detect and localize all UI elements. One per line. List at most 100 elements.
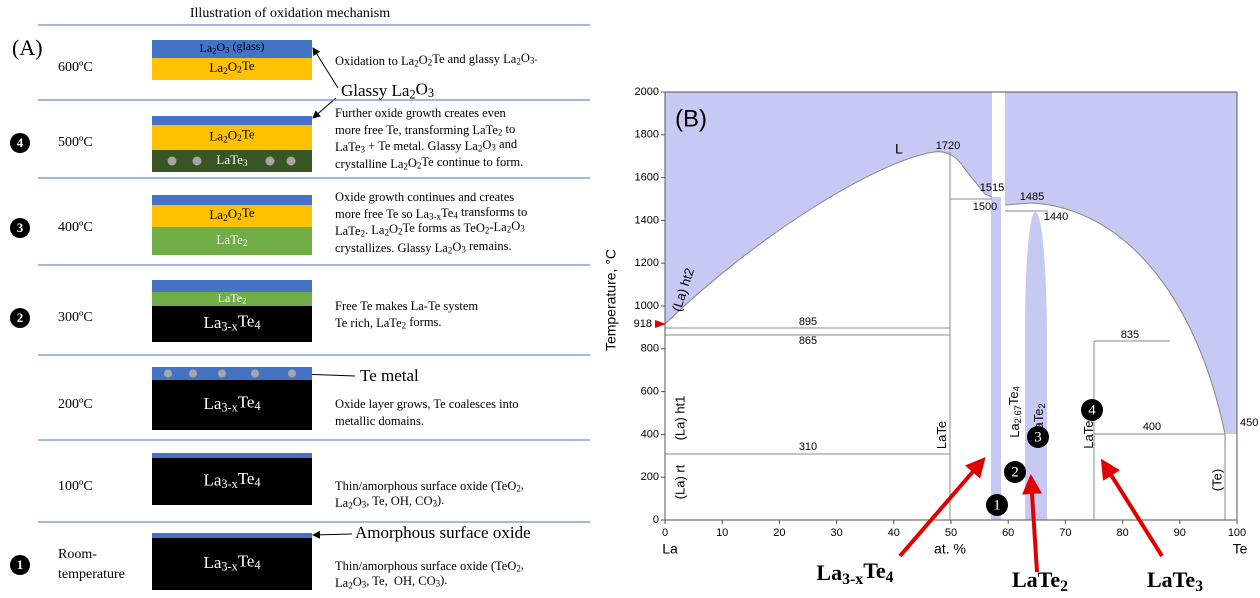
description: Free Te makes La-Te system bbox=[335, 299, 478, 313]
layer-label: La3-xTe4 bbox=[203, 551, 260, 573]
y-tick-label: 2000 bbox=[635, 86, 659, 98]
te-metal-dot bbox=[218, 369, 226, 378]
description: LaTe3 + Te metal. Glassy La2O3 and bbox=[335, 137, 518, 155]
y-tick-label: 1800 bbox=[635, 129, 659, 141]
description: Thin/amorphous surface oxide (TeO2, bbox=[335, 558, 524, 574]
temperature: Room- bbox=[58, 547, 97, 562]
step-badge bbox=[1004, 461, 1026, 483]
callout-arrow bbox=[312, 47, 339, 89]
temperature-label: 1485 bbox=[1020, 191, 1044, 203]
te-metal-dot bbox=[189, 369, 197, 378]
x-end-label: Te bbox=[1233, 541, 1248, 557]
temperature: 400ºC bbox=[58, 220, 93, 235]
callout-arrow bbox=[312, 97, 337, 119]
y-tick-label: 400 bbox=[641, 428, 659, 440]
description: Oxide layer grows, Te coalesces into bbox=[335, 397, 519, 411]
step-badge bbox=[10, 218, 30, 238]
y-tick-label: 200 bbox=[641, 471, 659, 483]
step-number: 2 bbox=[1011, 464, 1019, 480]
te-metal-dot bbox=[265, 156, 275, 166]
description: more free Te, transforming LaTe2 to bbox=[335, 122, 515, 138]
y-tick-label: 1200 bbox=[635, 257, 659, 269]
callout: Amorphous surface oxide bbox=[355, 523, 531, 542]
phase-callout: LaTe3 bbox=[1147, 567, 1203, 594]
temperature-label: 918 bbox=[634, 318, 652, 330]
x-tick-label: 50 bbox=[945, 527, 957, 539]
temperature: 500ºC bbox=[58, 135, 93, 150]
layer bbox=[152, 58, 312, 80]
liquid-region bbox=[665, 92, 992, 324]
callout-arrow bbox=[312, 530, 353, 539]
y-tick-label: 1000 bbox=[635, 300, 659, 312]
temperature: 600ºC bbox=[58, 60, 93, 75]
temperature-label: 895 bbox=[799, 316, 817, 328]
temperature-label: 310 bbox=[799, 441, 817, 453]
y-tick-label: 0 bbox=[653, 514, 659, 526]
description: more free Te so La3-xTe4 transforms to bbox=[335, 205, 527, 222]
step-number: 2 bbox=[17, 310, 24, 325]
step-badge bbox=[10, 133, 30, 153]
x-axis-label: at. % bbox=[934, 541, 966, 557]
temperature: 100ºC bbox=[58, 479, 93, 494]
description: Oxide growth continues and creates bbox=[335, 190, 514, 204]
y-axis-label: Temperature, °C bbox=[603, 249, 619, 351]
temperature-label: 835 bbox=[1121, 329, 1139, 341]
layer-label: La2O3 (glass) bbox=[200, 39, 265, 56]
layer bbox=[152, 458, 312, 505]
liquidus bbox=[1004, 202, 1226, 435]
description: La2O3, Te, OH, CO3). bbox=[335, 573, 447, 591]
layer-label: LaTe3 bbox=[216, 152, 248, 169]
step-number: 3 bbox=[17, 220, 24, 235]
description: metallic domains. bbox=[335, 414, 424, 428]
phase-label: (La) ht1 bbox=[672, 396, 687, 441]
step-badge bbox=[10, 308, 30, 328]
description: La2O3, Te, OH, CO3). bbox=[335, 493, 444, 511]
layer-label: La3-xTe4 bbox=[203, 311, 260, 333]
callout-arrows bbox=[898, 456, 1164, 573]
te-metal-dot bbox=[164, 369, 172, 378]
te-metal-dot bbox=[192, 156, 202, 166]
y-tick-label: 800 bbox=[641, 343, 659, 355]
x-tick-label: 20 bbox=[773, 527, 785, 539]
liquid-region bbox=[1005, 92, 1237, 434]
x-tick-label: 70 bbox=[1059, 527, 1071, 539]
x-tick-label: 0 bbox=[662, 527, 668, 539]
temperature-label: 450 bbox=[1240, 417, 1258, 429]
phase-region bbox=[1025, 212, 1047, 520]
temperature-label: 1720 bbox=[936, 140, 960, 152]
x-tick-label: 80 bbox=[1116, 527, 1128, 539]
step-badge bbox=[1081, 399, 1103, 421]
temperature-label: 400 bbox=[1143, 421, 1161, 433]
description: Further oxide growth creates even bbox=[335, 106, 507, 120]
phase-label: LaTe bbox=[934, 421, 949, 449]
step-badge bbox=[10, 555, 30, 575]
callout-arrow bbox=[1100, 458, 1164, 558]
temperature: temperature bbox=[58, 567, 125, 582]
phase-label: (La) rt bbox=[672, 464, 687, 499]
layer-label: La2O2Te bbox=[209, 126, 254, 145]
layer bbox=[152, 306, 312, 342]
x-tick-label: 10 bbox=[716, 527, 728, 539]
layer bbox=[152, 533, 312, 538]
callout: Te metal bbox=[360, 366, 419, 385]
phase-label: La2.67Te4 bbox=[1006, 386, 1023, 438]
te-metal-dot bbox=[286, 156, 296, 166]
step-number: 1 bbox=[17, 557, 24, 572]
panel-label: (B) bbox=[675, 105, 707, 132]
phase-label: (Te) bbox=[1209, 469, 1224, 491]
x-end-label: La bbox=[662, 541, 678, 557]
layer bbox=[152, 195, 312, 205]
layer bbox=[152, 40, 312, 58]
step-number: 1 bbox=[993, 497, 1001, 513]
layer bbox=[152, 453, 312, 458]
layer-label: La2O2Te bbox=[209, 205, 254, 224]
panel-a: Illustration of oxidation mechanism (A) … bbox=[10, 6, 590, 591]
description: crystalline La2O2Te continue to form. bbox=[335, 155, 523, 172]
x-tick-label: 60 bbox=[1002, 527, 1014, 539]
layer-label: La3-xTe4 bbox=[203, 392, 260, 414]
description: Te rich, LaTe2 forms. bbox=[335, 315, 442, 331]
x-tick-label: 40 bbox=[888, 527, 900, 539]
phase-region bbox=[991, 197, 1001, 520]
layer bbox=[152, 116, 312, 125]
